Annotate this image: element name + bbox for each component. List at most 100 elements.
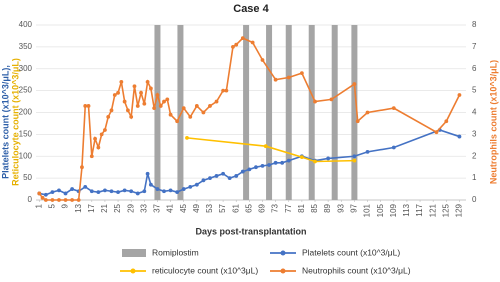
x-tick-label: 101 <box>363 203 372 217</box>
y-tick-label: 200 <box>19 108 33 117</box>
x-tick-label: 85 <box>310 203 319 212</box>
x-tick-label: 81 <box>297 203 306 212</box>
point <box>152 106 157 111</box>
romiplostim-bar <box>177 25 184 200</box>
point <box>263 144 268 149</box>
x-axis-title: Days post-transplantation <box>195 226 306 236</box>
point <box>214 174 219 178</box>
x-tick-label: 113 <box>402 203 411 216</box>
point <box>273 77 278 82</box>
x-tick-label: 109 <box>389 203 398 217</box>
y-axis-title: Platelets count (x10^3/μL), <box>0 65 10 179</box>
point <box>201 110 206 115</box>
point <box>80 165 84 170</box>
point <box>208 176 212 181</box>
x-tick-label: 57 <box>218 203 227 212</box>
point <box>168 112 173 117</box>
point <box>155 93 160 97</box>
legend-label: Platelets count (x10^3/μL) <box>302 247 400 257</box>
point <box>286 158 291 163</box>
point <box>83 184 88 189</box>
legend-label: Neutrophils count (x10^3/μL) <box>302 265 411 275</box>
y2-tick-label: 0 <box>472 195 477 204</box>
point <box>286 75 291 80</box>
point <box>280 160 285 165</box>
point <box>352 82 357 86</box>
point <box>391 145 396 150</box>
point <box>260 163 265 168</box>
x-tick-label: 25 <box>113 203 122 212</box>
point <box>221 88 225 93</box>
point <box>326 156 331 161</box>
point <box>181 187 186 191</box>
y-axis-title: Reticulocyte count (x10^3/μL) <box>10 58 20 186</box>
point <box>162 99 166 104</box>
point <box>234 42 239 47</box>
point <box>329 97 334 102</box>
chart-title: Case 4 <box>233 3 269 15</box>
romiplostim-bar <box>285 25 292 200</box>
point <box>135 104 140 108</box>
x-tick-label: 117 <box>415 203 424 216</box>
y-tick-label: 400 <box>19 20 33 29</box>
point <box>37 191 42 196</box>
y2-tick-label: 8 <box>472 20 477 29</box>
point <box>168 188 173 193</box>
point <box>142 189 147 194</box>
point <box>391 106 396 111</box>
x-tick-label: 41 <box>166 203 175 212</box>
point <box>132 84 137 89</box>
legend-swatch <box>280 250 286 256</box>
x-tick-label: 1 <box>34 203 43 208</box>
point <box>76 198 81 202</box>
legend-swatch <box>280 268 286 274</box>
point <box>434 130 439 135</box>
x-tick-label: 97 <box>350 203 359 212</box>
point <box>96 145 101 150</box>
point <box>135 191 140 196</box>
point <box>96 190 101 195</box>
point <box>155 187 160 191</box>
point <box>86 104 91 108</box>
x-tick-label: 105 <box>376 203 385 217</box>
point <box>299 155 304 160</box>
point <box>139 90 143 95</box>
point <box>148 86 153 91</box>
x-tick-label: 9 <box>61 203 70 208</box>
y2-tick-label: 1 <box>472 173 477 182</box>
y2-tick-label: 6 <box>472 64 477 73</box>
point <box>89 154 94 159</box>
point <box>260 58 265 62</box>
point <box>194 104 199 108</box>
point <box>50 190 55 195</box>
point <box>116 90 120 95</box>
y-tick-label: 0 <box>28 195 33 204</box>
point <box>185 135 189 140</box>
point <box>175 119 180 124</box>
point <box>112 93 117 97</box>
x-tick-label: 69 <box>258 203 267 212</box>
point <box>142 101 147 106</box>
point <box>43 192 48 197</box>
legend-swatch <box>130 268 136 274</box>
point <box>109 108 114 113</box>
x-tick-label: 93 <box>336 203 345 212</box>
y-tick-label: 250 <box>19 86 33 95</box>
point <box>240 36 245 41</box>
point <box>126 108 130 113</box>
point <box>313 159 317 164</box>
x-tick-label: 29 <box>126 203 135 212</box>
x-tick-label: 73 <box>271 203 280 212</box>
series-line <box>38 37 461 201</box>
x-tick-label: 37 <box>153 203 162 212</box>
x-tick-label: 77 <box>284 203 293 212</box>
x-tick-label: 129 <box>455 203 464 217</box>
point <box>148 182 153 187</box>
x-tick-label: 61 <box>231 203 240 212</box>
point <box>313 99 317 104</box>
point <box>145 79 150 84</box>
romiplostim-bar <box>351 25 358 200</box>
x-tick-label: 5 <box>48 203 57 208</box>
point <box>129 114 134 119</box>
point <box>188 114 193 119</box>
